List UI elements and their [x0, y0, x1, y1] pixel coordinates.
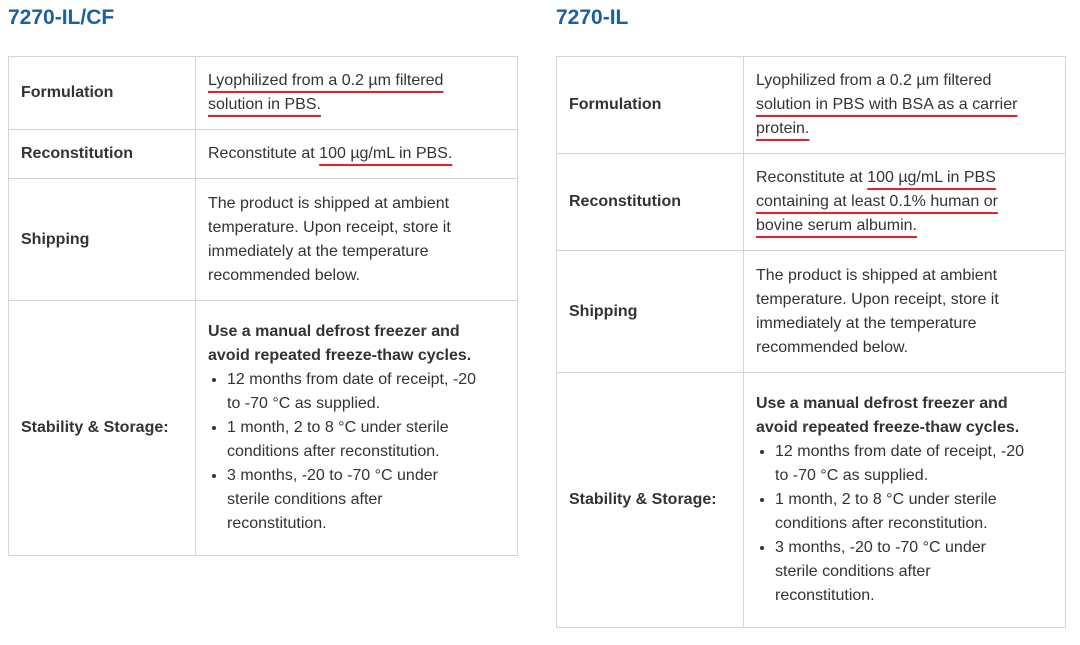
text-line: Reconstitute at 100 µg/mL in PBS: [756, 166, 1065, 190]
storage-list: 12 months from date of receipt, -20 to -7…: [208, 368, 517, 536]
text-line: conditions after reconstitution.: [775, 515, 988, 532]
highlighted-text: solution in PBS with BSA as a carrier: [756, 96, 1018, 113]
highlighted-text: protein.: [756, 120, 810, 137]
row-label: Stability & Storage:: [8, 300, 196, 556]
text-line: 1 month, 2 to 8 °C under sterile: [775, 491, 997, 508]
text-line: immediately at the temperature: [756, 312, 1065, 336]
storage-list-item: 1 month, 2 to 8 °C under sterile conditio…: [775, 488, 1065, 536]
row-value: Use a manual defrost freezer and avoid re…: [743, 372, 1066, 628]
text-segment: recommended below.: [756, 338, 909, 356]
row-label: Formulation: [556, 56, 744, 154]
text-segment: temperature. Upon receipt, store it: [756, 290, 999, 308]
text-line: conditions after reconstitution.: [227, 443, 440, 460]
row-label: Reconstitution: [8, 129, 196, 179]
text-line: temperature. Upon receipt, store it: [756, 288, 1065, 312]
text-line: sterile conditions after: [775, 563, 931, 580]
text-segment: The product is shipped at ambient: [208, 194, 450, 212]
spec-row: Formulation Lyophilized from a 0.2 µm fil…: [8, 56, 518, 130]
storage-list-item: 12 months from date of receipt, -20 to -7…: [227, 368, 517, 416]
text-line: immediately at the temperature: [208, 240, 517, 264]
text-line: 1 month, 2 to 8 °C under sterile: [227, 419, 449, 436]
row-label: Shipping: [556, 250, 744, 373]
highlighted-text: solution in PBS.: [208, 96, 321, 113]
row-value: Reconstitute at 100 µg/mL in PBS containi…: [743, 153, 1066, 251]
row-value: Use a manual defrost freezer and avoid re…: [195, 300, 518, 556]
spec-row: Stability & Storage: Use a manual defrost…: [8, 300, 518, 556]
text-line: recommended below.: [208, 264, 517, 288]
text-segment: Lyophilized from a 0.2 µm filtered: [756, 72, 992, 89]
spec-row: Shipping The product is shipped at ambien…: [556, 250, 1066, 373]
text-line: Lyophilized from a 0.2 µm filtered: [756, 69, 1065, 93]
product-title-7270-il-cf: 7270-IL/CF: [8, 6, 115, 29]
row-value: The product is shipped at ambient tempera…: [743, 250, 1066, 373]
row-value: Lyophilized from a 0.2 µm filtered soluti…: [195, 56, 518, 130]
text-line: The product is shipped at ambient: [756, 264, 1065, 288]
row-label: Shipping: [8, 178, 196, 301]
spec-row: Reconstitution Reconstitute at 100 µg/mL …: [556, 153, 1066, 251]
text-segment: temperature. Upon receipt, store it: [208, 218, 451, 236]
storage-list: 12 months from date of receipt, -20 to -7…: [756, 440, 1065, 608]
row-label: Reconstitution: [556, 153, 744, 251]
row-value: The product is shipped at ambient tempera…: [195, 178, 518, 301]
text-segment: The product is shipped at ambient: [756, 266, 998, 284]
text-segment: immediately at the temperature: [756, 314, 977, 332]
storage-note: avoid repeated freeze-thaw cycles.: [756, 419, 1020, 436]
storage-list-item: 1 month, 2 to 8 °C under sterile conditio…: [227, 416, 517, 464]
text-line: 3 months, -20 to -70 °C under: [227, 467, 438, 484]
spec-row: Stability & Storage: Use a manual defrost…: [556, 372, 1066, 628]
text-segment: Reconstitute at: [756, 169, 868, 186]
storage-note: Use a manual defrost freezer and: [756, 395, 1008, 412]
storage-list-item: 3 months, -20 to -70 °C under sterile con…: [227, 464, 517, 536]
highlighted-text: Lyophilized from a 0.2 µm filtered: [208, 72, 444, 89]
text-segment: immediately at the temperature: [208, 242, 429, 260]
text-line: The product is shipped at ambient: [208, 192, 517, 216]
text-line: temperature. Upon receipt, store it: [208, 216, 517, 240]
spec-table-7270-il-cf: Formulation Lyophilized from a 0.2 µm fil…: [8, 56, 518, 556]
text-line: solution in PBS.: [208, 93, 517, 117]
text-line: 12 months from date of receipt, -20: [227, 371, 477, 388]
text-line: 3 months, -20 to -70 °C under: [775, 539, 986, 556]
storage-note: Use a manual defrost freezer and: [208, 323, 460, 340]
text-line: to -70 °C as supplied.: [227, 395, 381, 412]
storage-list-item: 3 months, -20 to -70 °C under sterile con…: [775, 536, 1065, 608]
text-line: Reconstitute at 100 µg/mL in PBS.: [208, 142, 517, 166]
text-line: protein.: [756, 117, 1065, 141]
highlighted-text: containing at least 0.1% human or: [756, 193, 998, 210]
product-title-7270-il: 7270-IL: [556, 6, 629, 29]
text-segment: Reconstitute at: [208, 145, 320, 162]
text-line: containing at least 0.1% human or: [756, 190, 1065, 214]
row-label: Stability & Storage:: [556, 372, 744, 628]
row-value: Lyophilized from a 0.2 µm filtered soluti…: [743, 56, 1066, 154]
storage-list-item: 12 months from date of receipt, -20 to -7…: [775, 440, 1065, 488]
spec-table-7270-il: Formulation Lyophilized from a 0.2 µm fil…: [556, 56, 1066, 628]
text-line: to -70 °C as supplied.: [775, 467, 929, 484]
highlighted-text: 100 µg/mL in PBS.: [319, 145, 453, 162]
text-line: reconstitution.: [227, 515, 327, 532]
text-line: solution in PBS with BSA as a carrier: [756, 93, 1065, 117]
spec-row: Shipping The product is shipped at ambien…: [8, 178, 518, 301]
highlighted-text: bovine serum albumin.: [756, 217, 917, 234]
spec-row: Reconstitution Reconstitute at 100 µg/mL …: [8, 129, 518, 179]
storage-note: avoid repeated freeze-thaw cycles.: [208, 347, 472, 364]
text-line: Lyophilized from a 0.2 µm filtered: [208, 69, 517, 93]
text-line: 12 months from date of receipt, -20: [775, 443, 1025, 460]
row-label: Formulation: [8, 56, 196, 130]
text-line: sterile conditions after: [227, 491, 383, 508]
text-line: recommended below.: [756, 336, 1065, 360]
row-value: Reconstitute at 100 µg/mL in PBS.: [195, 129, 518, 179]
text-segment: recommended below.: [208, 266, 361, 284]
text-line: reconstitution.: [775, 587, 875, 604]
text-line: bovine serum albumin.: [756, 214, 1065, 238]
spec-row: Formulation Lyophilized from a 0.2 µm fil…: [556, 56, 1066, 154]
highlighted-text: 100 µg/mL in PBS: [867, 169, 996, 186]
